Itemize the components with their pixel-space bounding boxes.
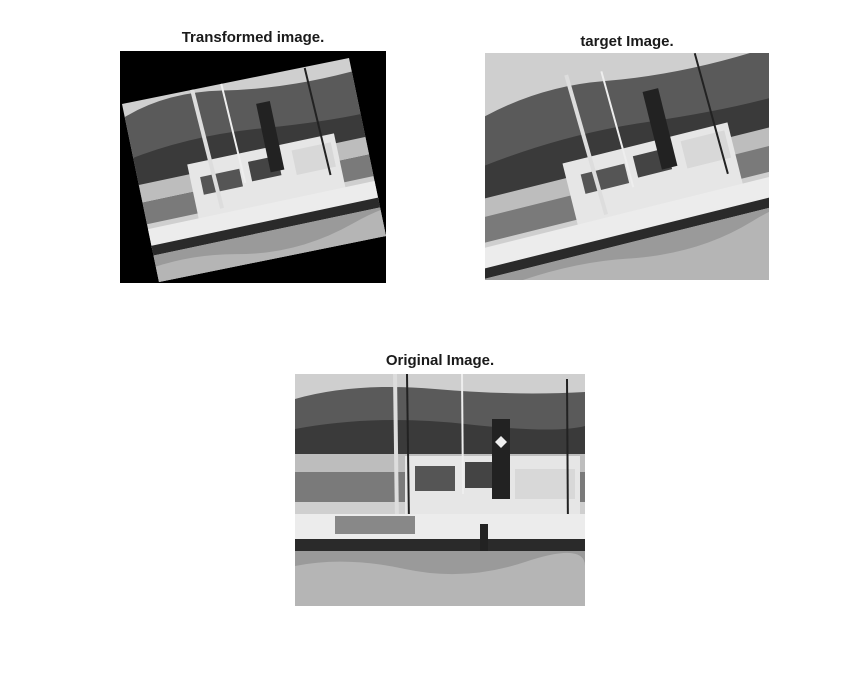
transformed-image-title: Transformed image. <box>181 29 325 46</box>
target-image-title: target Image. <box>580 33 674 50</box>
transformed-image <box>122 58 386 282</box>
original-image-axes <box>295 374 585 606</box>
target-image-axes <box>485 53 769 280</box>
original-image-title: Original Image. <box>385 352 495 369</box>
transformed-image-axes <box>120 51 386 283</box>
original-image <box>295 374 585 606</box>
target-image <box>485 53 769 280</box>
